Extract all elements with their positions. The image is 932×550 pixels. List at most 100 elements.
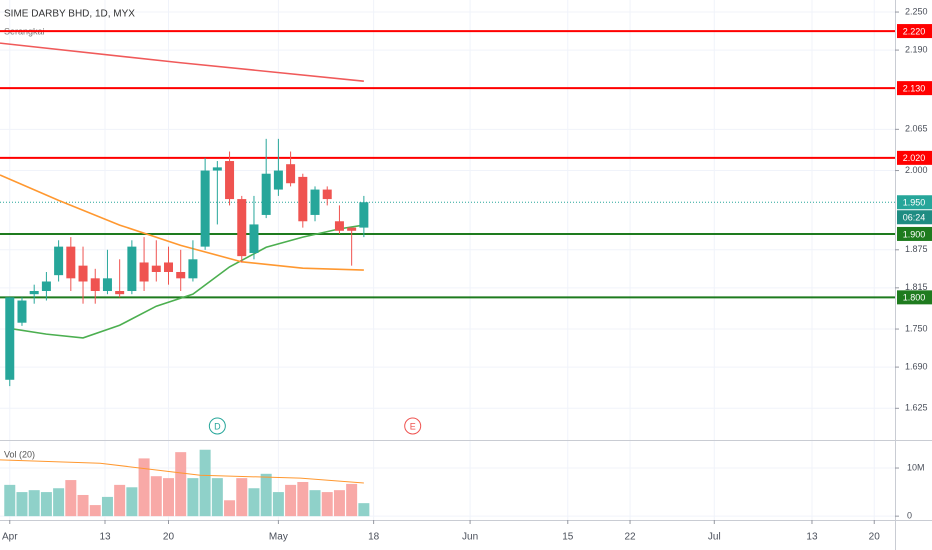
candle-body	[249, 224, 259, 253]
volume-bar	[77, 494, 89, 517]
volume-bar	[297, 481, 309, 517]
volume-ma-line	[0, 459, 364, 484]
candle-body	[200, 170, 210, 247]
volume-bar	[4, 484, 16, 517]
candle-body	[359, 202, 369, 228]
volume-bar	[150, 476, 162, 517]
candle-body	[115, 291, 125, 295]
volume-tick-label: 0	[907, 511, 912, 521]
volume-bar	[333, 490, 345, 517]
level-label: 2.020	[903, 153, 926, 163]
candle-body	[261, 173, 271, 215]
y-tick-label: 2.250	[905, 6, 928, 16]
x-tick-label: 20	[163, 532, 175, 543]
candle-body	[212, 167, 222, 171]
y-tick-label: 2.065	[905, 124, 928, 134]
candle-body	[90, 278, 100, 292]
volume-bar	[28, 490, 40, 517]
volume-bar	[346, 483, 358, 517]
candle-body	[5, 297, 15, 380]
candle-body	[163, 262, 173, 272]
candle-body	[176, 271, 186, 279]
volume-bar	[321, 492, 333, 517]
volume-bar	[40, 492, 52, 517]
moving-average	[9, 224, 364, 339]
x-tick-label: 22	[624, 532, 636, 543]
volume-bar	[175, 452, 187, 517]
level-label-box	[897, 150, 932, 165]
candle-body	[66, 246, 76, 279]
x-tick-label: Jun	[462, 532, 478, 543]
level-label-box	[897, 24, 932, 39]
volume-bar	[358, 503, 370, 517]
volume-bar	[272, 492, 284, 517]
y-tick-label: 1.625	[905, 403, 928, 413]
moving-average	[0, 174, 364, 271]
volume-bar	[236, 478, 248, 517]
candle-body	[334, 221, 344, 231]
volume-tick-label: 10M	[907, 462, 925, 472]
volume-bar	[126, 487, 138, 517]
event-label: D	[214, 421, 221, 431]
x-tick-label: 15	[562, 532, 574, 543]
level-label-box	[897, 226, 932, 241]
volume-bar	[65, 480, 77, 517]
volume-bar	[162, 478, 174, 517]
candle-body	[78, 265, 88, 282]
candle-body	[188, 259, 198, 279]
volume-bar	[89, 505, 101, 517]
x-tick-label: 13	[806, 532, 818, 543]
level-label: 2.220	[903, 26, 926, 36]
candle-body	[237, 199, 247, 257]
volume-title: Vol (20)	[4, 449, 35, 459]
x-tick-label: May	[269, 532, 288, 543]
volume-bar	[138, 458, 150, 517]
y-tick-label: 1.875	[905, 244, 928, 254]
volume-bar	[16, 492, 28, 517]
countdown-label: 06:24	[903, 213, 926, 223]
volume-bar	[248, 488, 260, 517]
candle-body	[347, 227, 357, 231]
candle-body	[54, 246, 64, 276]
x-tick-label: 13	[99, 532, 111, 543]
candle-body	[286, 164, 296, 184]
last-price-box	[897, 195, 932, 210]
level-label: 1.800	[903, 293, 926, 303]
x-tick-label: Apr	[2, 532, 18, 543]
event-label: E	[410, 421, 416, 431]
y-tick-label: 1.690	[905, 361, 928, 371]
level-label: 2.130	[903, 84, 926, 94]
volume-bar	[285, 484, 297, 517]
event-marker	[404, 417, 422, 435]
candle-body	[298, 176, 308, 222]
candle-body	[139, 262, 149, 282]
volume-bar	[114, 484, 126, 517]
volume-bar	[101, 496, 113, 517]
event-marker	[208, 417, 226, 435]
moving-average	[0, 42, 364, 82]
last-price-label: 1.950	[903, 198, 926, 208]
y-tick-label: 2.190	[905, 44, 928, 54]
volume-bar	[53, 488, 65, 517]
level-label-box	[897, 81, 932, 96]
chart-title: SIME DARBY BHD, 1D, MYX	[4, 9, 135, 20]
y-tick-label: 2.000	[905, 165, 928, 175]
candle-body	[17, 300, 27, 323]
x-tick-label: 20	[869, 532, 881, 543]
candle-body	[29, 291, 39, 295]
volume-bar	[224, 500, 236, 517]
candle-body	[310, 189, 320, 215]
volume-bar	[309, 490, 321, 517]
volume-bar	[211, 478, 223, 517]
candle-body	[273, 170, 283, 190]
candle-body	[127, 246, 137, 292]
level-label: 1.900	[903, 229, 926, 239]
countdown-box	[897, 210, 932, 225]
candle-body	[225, 161, 235, 200]
volume-bar	[199, 449, 211, 517]
candle-body	[151, 265, 161, 272]
candle-body	[322, 189, 332, 200]
x-tick-label: Jul	[708, 532, 721, 543]
